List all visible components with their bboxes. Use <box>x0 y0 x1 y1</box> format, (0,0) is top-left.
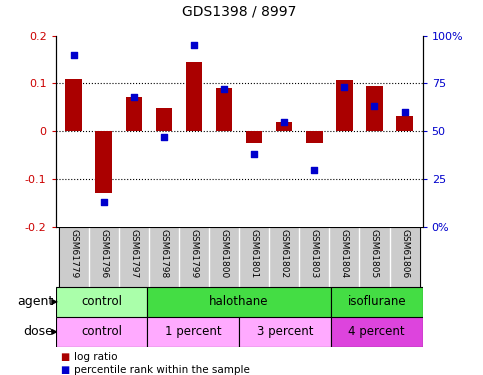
Point <box>280 118 288 124</box>
Bar <box>276 122 293 131</box>
Text: GSM61796: GSM61796 <box>99 229 108 278</box>
Point <box>100 199 108 205</box>
Text: GSM61797: GSM61797 <box>129 229 138 278</box>
Point <box>341 84 348 90</box>
Bar <box>147 317 239 347</box>
Point <box>250 151 258 157</box>
Text: GSM61800: GSM61800 <box>220 229 228 278</box>
Text: 1 percent: 1 percent <box>165 326 222 338</box>
Text: log ratio: log ratio <box>74 352 117 362</box>
Bar <box>185 62 202 131</box>
Point <box>220 86 228 92</box>
Text: 4 percent: 4 percent <box>348 326 405 338</box>
Text: agent: agent <box>17 296 53 308</box>
Bar <box>156 108 172 131</box>
Text: GSM61799: GSM61799 <box>189 229 199 278</box>
Text: GDS1398 / 8997: GDS1398 / 8997 <box>182 5 296 19</box>
Point <box>160 134 168 140</box>
Bar <box>56 287 147 317</box>
Bar <box>331 287 423 317</box>
Text: 3 percent: 3 percent <box>257 326 313 338</box>
Text: halothane: halothane <box>209 296 269 308</box>
Bar <box>306 131 323 143</box>
Text: GSM61779: GSM61779 <box>69 229 78 278</box>
Text: percentile rank within the sample: percentile rank within the sample <box>74 365 250 375</box>
Text: control: control <box>81 296 122 308</box>
Bar <box>396 116 413 131</box>
Bar <box>147 287 331 317</box>
Text: dose: dose <box>23 326 53 338</box>
Bar <box>56 317 147 347</box>
Text: GSM61801: GSM61801 <box>250 229 258 278</box>
Point <box>370 104 378 110</box>
Point <box>190 42 198 48</box>
Bar <box>246 131 262 143</box>
Bar <box>336 80 353 131</box>
Text: GSM61802: GSM61802 <box>280 229 289 278</box>
Point <box>401 109 409 115</box>
Bar <box>65 79 82 131</box>
Text: GSM61804: GSM61804 <box>340 229 349 278</box>
Text: GSM61805: GSM61805 <box>370 229 379 278</box>
Text: GSM61803: GSM61803 <box>310 229 319 278</box>
Bar <box>331 317 423 347</box>
Text: GSM61798: GSM61798 <box>159 229 169 278</box>
Text: ■: ■ <box>60 365 70 375</box>
Bar <box>239 317 331 347</box>
Point <box>70 52 77 58</box>
Bar <box>96 131 112 194</box>
Bar <box>366 86 383 131</box>
Point <box>130 94 138 100</box>
Bar <box>216 88 232 131</box>
Text: GSM61806: GSM61806 <box>400 229 409 278</box>
Text: control: control <box>81 326 122 338</box>
Point <box>311 166 318 172</box>
Text: ■: ■ <box>60 352 70 362</box>
Bar <box>126 97 142 131</box>
Text: isoflurane: isoflurane <box>347 296 406 308</box>
